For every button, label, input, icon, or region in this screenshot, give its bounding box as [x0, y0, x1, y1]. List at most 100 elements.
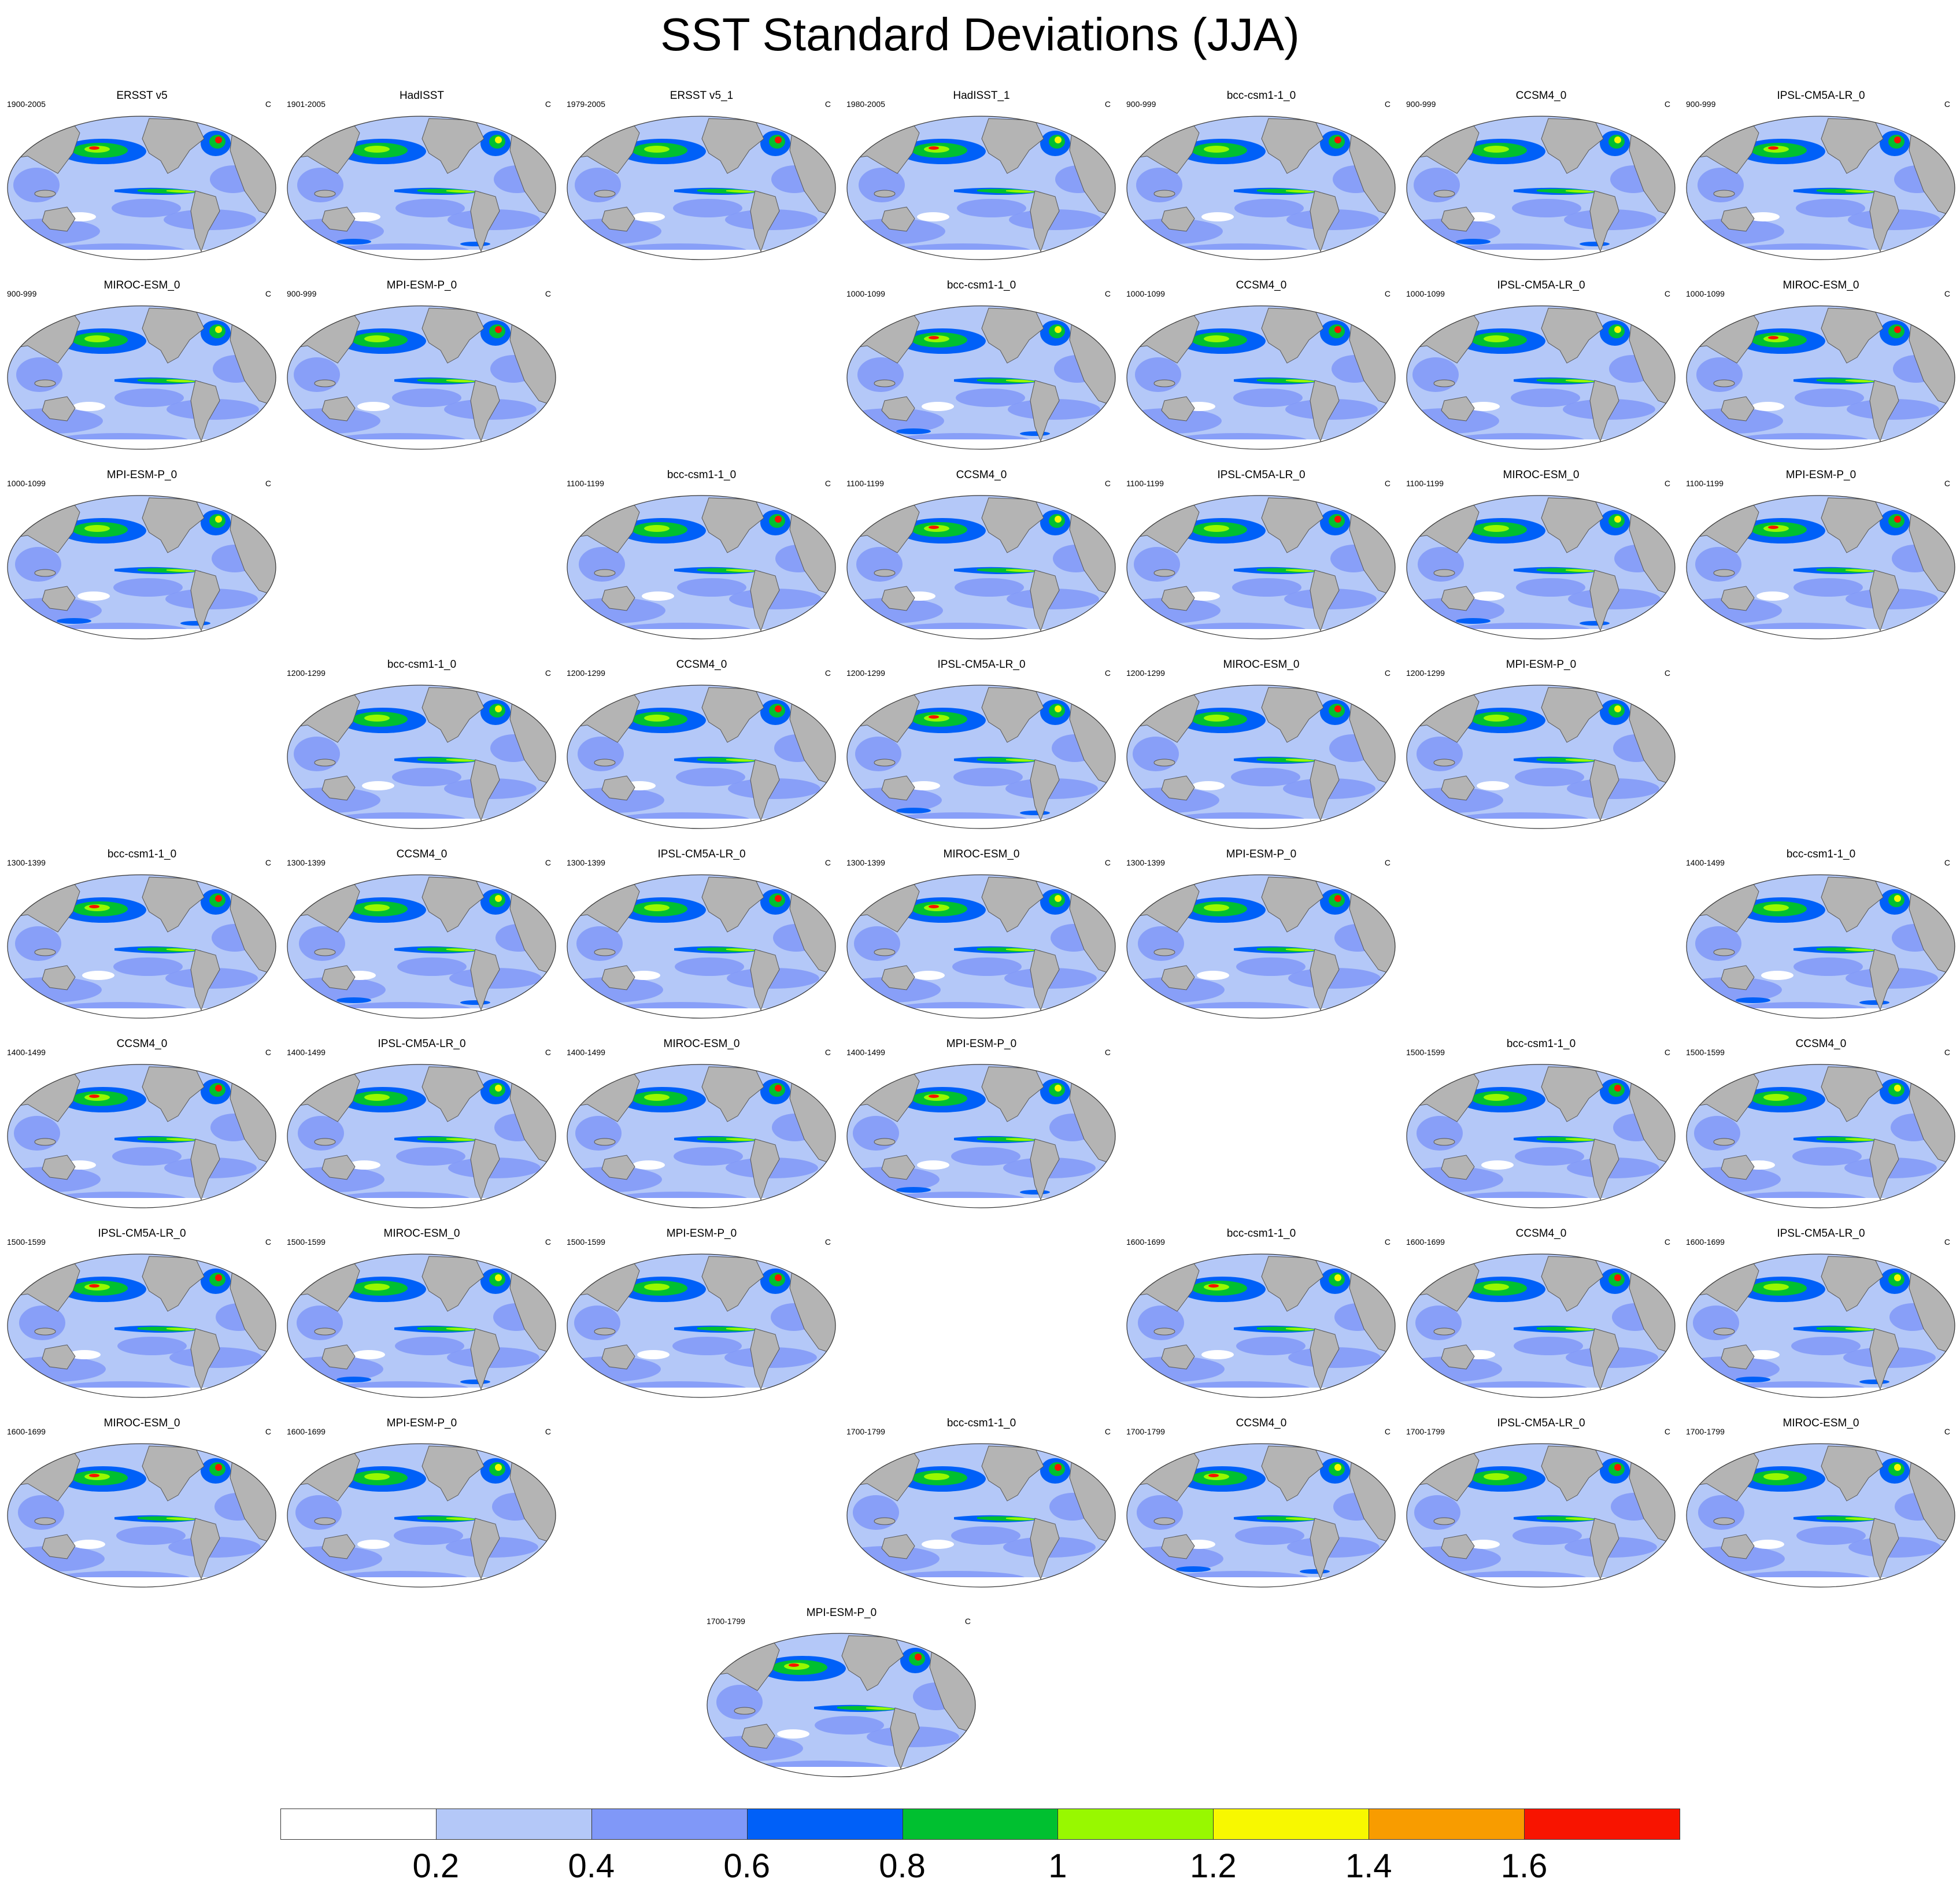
- panel-period: 900-999: [7, 289, 37, 298]
- panel-period: 1000-1099: [1406, 289, 1445, 298]
- map-panel: IPSL-CM5A-LR_0 1300-1399 C: [564, 845, 839, 1034]
- panel-period: 1300-1399: [567, 858, 605, 867]
- colorbar-swatch: [435, 1809, 592, 1840]
- panel-units: C: [1664, 1237, 1670, 1247]
- map-panel: HadISST_1 1980-2005 C: [844, 87, 1119, 275]
- panel-units: C: [545, 858, 551, 867]
- world-map: [1126, 305, 1396, 450]
- map-panel: bcc-csm1-1_0 900-999 C: [1124, 87, 1399, 275]
- panel-units: C: [1104, 99, 1111, 109]
- panel-period: 1400-1499: [567, 1048, 605, 1057]
- panel-units: C: [1384, 1427, 1391, 1436]
- map-panel: IPSL-CM5A-LR_0 1700-1799 C: [1404, 1414, 1678, 1603]
- panel-title: MIROC-ESM_0: [1783, 1417, 1859, 1429]
- map-panel: CCSM4_0 1300-1399 C: [284, 845, 559, 1034]
- panel-title: MPI-ESM-P_0: [1785, 469, 1857, 481]
- panel-period: 1600-1699: [1686, 1237, 1725, 1247]
- panel-title: bcc-csm1-1_0: [667, 469, 737, 481]
- map-panel: MPI-ESM-P_0 1300-1399 C: [1124, 845, 1399, 1034]
- world-map: [1686, 1064, 1955, 1208]
- panel-units: C: [1664, 289, 1670, 298]
- panel-period: 1400-1499: [846, 1048, 885, 1057]
- panel-units: C: [1384, 858, 1391, 867]
- world-map: [567, 1064, 836, 1208]
- panel-units: C: [1384, 668, 1391, 678]
- map-panel: MPI-ESM-P_0 1000-1099 C: [5, 466, 279, 654]
- map-panel: HadISST 1901-2005 C: [284, 87, 559, 275]
- panel-title: bcc-csm1-1_0: [107, 848, 177, 860]
- panel-period: 900-999: [1686, 99, 1716, 109]
- panel-period: 900-999: [1126, 99, 1156, 109]
- world-map: [7, 1064, 276, 1208]
- panel-period: 1500-1599: [1406, 1048, 1445, 1057]
- map-panel: CCSM4_0 900-999 C: [1404, 87, 1678, 275]
- panel-units: C: [824, 858, 831, 867]
- map-panel: ERSST v5_1 1979-2005 C: [564, 87, 839, 275]
- panel-period: 1100-1199: [567, 479, 604, 488]
- panel-title: MIROC-ESM_0: [663, 1038, 740, 1050]
- panel-period: 1600-1699: [7, 1427, 46, 1436]
- colorbar-label: 0.2: [412, 1847, 460, 1885]
- panel-units: C: [545, 1237, 551, 1247]
- panel-units: C: [1104, 1427, 1111, 1436]
- map-panel: MIROC-ESM_0 900-999 C: [5, 276, 279, 465]
- panel-period: 1400-1499: [1686, 858, 1725, 867]
- world-map: [287, 1253, 556, 1398]
- world-map: [1406, 495, 1676, 639]
- panel-title: bcc-csm1-1_0: [946, 279, 1016, 291]
- map-panel: MIROC-ESM_0 1700-1799 C: [1684, 1414, 1958, 1603]
- panel-period: 1500-1599: [567, 1237, 605, 1247]
- colorbar-swatch: [902, 1809, 1059, 1840]
- map-panel: CCSM4_0 1200-1299 C: [564, 656, 839, 844]
- map-panel: bcc-csm1-1_0 1700-1799 C: [844, 1414, 1119, 1603]
- world-map: [846, 874, 1116, 1019]
- map-panel: CCSM4_0 1100-1199 C: [844, 466, 1119, 654]
- panel-period: 1000-1099: [846, 289, 885, 298]
- map-panel: ERSST v5 1900-2005 C: [5, 87, 279, 275]
- world-map: [567, 495, 836, 639]
- panel-title: CCSM4_0: [956, 469, 1007, 481]
- world-map: [1126, 116, 1396, 260]
- panel-units: C: [1664, 1048, 1670, 1057]
- map-panel: bcc-csm1-1_0 1000-1099 C: [844, 276, 1119, 465]
- world-map: [1686, 116, 1955, 260]
- colorbar-swatch: [591, 1809, 748, 1840]
- map-panel: MPI-ESM-P_0 1200-1299 C: [1404, 656, 1678, 844]
- world-map: [567, 1253, 836, 1398]
- panel-units: C: [545, 99, 551, 109]
- panel-units: C: [1664, 479, 1670, 488]
- world-map: [287, 874, 556, 1019]
- panel-units: C: [545, 668, 551, 678]
- panel-period: 1000-1099: [1126, 289, 1165, 298]
- panel-title: HadISST_1: [953, 90, 1010, 102]
- panel-title: CCSM4_0: [396, 848, 448, 860]
- panel-period: 1700-1799: [1686, 1427, 1725, 1436]
- colorbar-swatch: [1524, 1809, 1680, 1840]
- panel-title: MPI-ESM-P_0: [1226, 848, 1297, 860]
- world-map: [1406, 1064, 1676, 1208]
- world-map: [846, 1064, 1116, 1208]
- panel-units: C: [1664, 668, 1670, 678]
- colorbar-swatch: [1057, 1809, 1214, 1840]
- panel-units: C: [545, 1048, 551, 1057]
- panel-title: MIROC-ESM_0: [103, 279, 180, 291]
- world-map: [7, 305, 276, 450]
- map-panel: MIROC-ESM_0 1600-1699 C: [5, 1414, 279, 1603]
- panel-title: bcc-csm1-1_0: [1226, 90, 1296, 102]
- world-map: [1686, 495, 1955, 639]
- world-map: [7, 495, 276, 639]
- panel-period: 1600-1699: [1406, 1237, 1445, 1247]
- map-panel: bcc-csm1-1_0 1400-1499 C: [1684, 845, 1958, 1034]
- panel-title: MPI-ESM-P_0: [386, 279, 457, 291]
- panel-title: IPSL-CM5A-LR_0: [1217, 469, 1306, 481]
- map-panel: MIROC-ESM_0 1100-1199 C: [1404, 466, 1678, 654]
- panel-period: 1600-1699: [287, 1427, 326, 1436]
- panel-title: MPI-ESM-P_0: [806, 1607, 877, 1619]
- colorbar-label: 0.8: [879, 1847, 926, 1885]
- panel-title: MPI-ESM-P_0: [386, 1417, 457, 1429]
- panel-title: IPSL-CM5A-LR_0: [378, 1038, 466, 1050]
- map-panel: CCSM4_0 1400-1499 C: [5, 1035, 279, 1223]
- world-map: [7, 1253, 276, 1398]
- panel-period: 1200-1299: [1126, 668, 1165, 678]
- panel-title: IPSL-CM5A-LR_0: [1777, 1227, 1865, 1240]
